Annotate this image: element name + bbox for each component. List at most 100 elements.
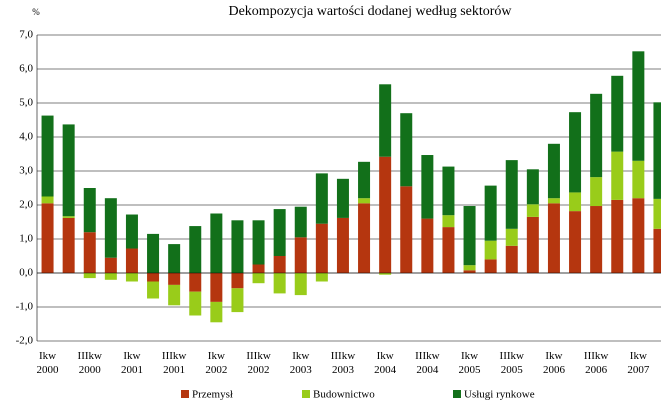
x-tick-label-line: Ikw	[630, 350, 647, 362]
legend-label: Przemysł	[192, 389, 233, 401]
bar-segment	[442, 215, 455, 228]
bar-segment	[463, 270, 476, 273]
y-tick-label: 6,0	[19, 63, 33, 75]
y-tick-label: 4,0	[19, 131, 33, 143]
x-tick-label: Ikw 2001	[121, 350, 143, 376]
bar-segment	[41, 196, 54, 204]
bar-segment	[41, 203, 54, 273]
x-tick-label: IIIkw 2005	[500, 350, 524, 376]
bar-segment	[653, 102, 661, 199]
bar-segment	[358, 203, 371, 273]
x-tick-label-line: 2007	[627, 364, 650, 376]
x-tick-label-line: 2000	[37, 364, 60, 376]
bar-segment	[442, 166, 455, 216]
y-tick-label: -2,0	[16, 335, 34, 347]
bar-segment	[526, 169, 539, 205]
x-tick-label-line: 2006	[585, 364, 608, 376]
x-tick-label: Ikw 2004	[374, 350, 397, 376]
x-tick-label-line: IIIkw	[246, 350, 270, 362]
bar-segment	[547, 143, 560, 199]
bar-segment	[569, 211, 582, 273]
x-tick-label-line: 2006	[543, 364, 566, 376]
bar-segment	[62, 217, 75, 273]
x-tick-label: Ikw 2000	[37, 350, 60, 376]
bar-segment	[632, 198, 645, 273]
bar-segment	[611, 151, 624, 200]
legend-swatch	[453, 390, 461, 398]
x-tick-label-line: 2004	[374, 364, 397, 376]
bar-segment	[547, 203, 560, 273]
bar-segment	[611, 199, 624, 273]
bar-segment	[379, 84, 392, 157]
bar-segment	[463, 206, 476, 266]
x-tick-label: Ikw 2007	[627, 350, 650, 376]
x-tick-label: Ikw 2003	[290, 350, 313, 376]
bar-segment	[421, 155, 434, 219]
x-tick-label-line: 2002	[248, 364, 270, 376]
bar-segment	[294, 237, 307, 273]
bar-segment	[505, 160, 518, 229]
bar-segment	[358, 161, 371, 199]
x-tick-label-line: IIIkw	[584, 350, 608, 362]
bar-segment	[147, 233, 160, 273]
x-tick-label-line: Ikw	[123, 350, 140, 362]
bar-segment	[104, 257, 117, 273]
bar-segment	[484, 185, 497, 241]
x-tick-label-line: 2001	[163, 364, 185, 376]
bar-segment	[315, 273, 328, 282]
bar-segment	[125, 248, 138, 273]
bar-segment	[210, 301, 223, 323]
bar-segment	[168, 273, 181, 285]
bar-segment	[210, 213, 223, 273]
bar-segment	[569, 112, 582, 193]
x-tick-label-line: 2000	[79, 364, 102, 376]
y-tick-label: 7,0	[19, 29, 33, 41]
chart-title: Dekompozycja wartości dodanej według sek…	[228, 4, 512, 19]
bar-segment	[189, 226, 202, 273]
bar-segment	[505, 245, 518, 273]
y-tick-label: 5,0	[19, 97, 33, 109]
x-tick-label: IIIkw 2003	[331, 350, 355, 376]
x-tick-label: Ikw 2006	[543, 350, 566, 376]
bar-segment	[463, 265, 476, 271]
bar-segment	[421, 218, 434, 273]
bar-segment	[484, 240, 497, 260]
x-tick-label-line: Ikw	[461, 350, 478, 362]
y-axis-label: %	[32, 7, 40, 17]
x-tick-label-line: 2003	[332, 364, 355, 376]
x-tick-label-line: Ikw	[292, 350, 309, 362]
legend-label: Budownictwo	[313, 389, 375, 401]
bar-segment	[189, 291, 202, 316]
bar-segment	[294, 273, 307, 296]
bar-segment	[273, 209, 286, 256]
bar-segment	[125, 214, 138, 249]
bar-segment	[653, 228, 661, 273]
bar-segment	[526, 216, 539, 273]
y-tick-label: 3,0	[19, 165, 33, 177]
bar-segment	[400, 186, 413, 273]
x-tick-label-line: IIIkw	[331, 350, 355, 362]
legend-label: Usługi rynkowe	[464, 389, 535, 401]
x-tick-label-line: IIIkw	[162, 350, 186, 362]
bar-segment	[231, 220, 244, 273]
x-tick-label-line: Ikw	[39, 350, 56, 362]
x-tick-label-line: 2005	[501, 364, 524, 376]
x-tick-label: Ikw 2002	[205, 350, 227, 376]
bar-segment	[632, 160, 645, 199]
bar-segment	[41, 115, 54, 197]
bar-segment	[484, 259, 497, 273]
bar-segment	[210, 273, 223, 302]
bar-segment	[273, 256, 286, 273]
bar-segment	[252, 273, 265, 284]
bar-segment	[526, 204, 539, 217]
bar-segment	[653, 198, 661, 229]
bar-segment	[168, 244, 181, 273]
x-tick-label-line: Ikw	[545, 350, 562, 362]
y-tick-label: 0,0	[19, 267, 33, 279]
bar-segment	[147, 281, 160, 299]
bar-segment	[442, 227, 455, 273]
x-tick-label-line: IIIkw	[415, 350, 439, 362]
bar-segment	[358, 198, 371, 204]
bar-segment	[547, 198, 560, 204]
x-tick-label: IIIkw 2000	[78, 350, 102, 376]
